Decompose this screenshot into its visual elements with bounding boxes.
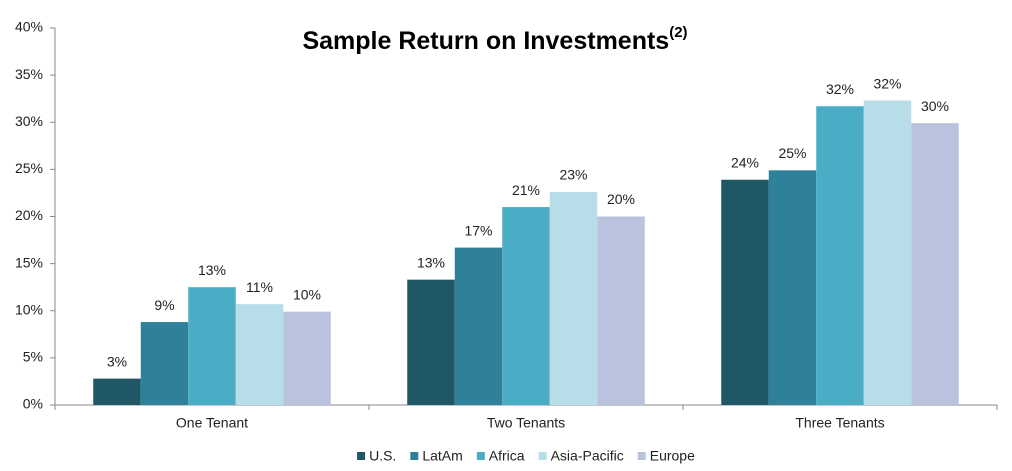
y-tick-label: 35% (15, 66, 43, 82)
y-tick-label: 30% (15, 113, 43, 129)
legend-label: LatAm (422, 448, 462, 464)
value-label: 32% (873, 75, 901, 91)
y-tick-label: 10% (15, 301, 43, 317)
legend-swatch (357, 452, 366, 460)
value-label: 17% (464, 222, 492, 238)
legend-swatch (476, 452, 485, 460)
y-tick-label: 5% (23, 349, 43, 365)
y-tick-label: 0% (23, 396, 43, 412)
bar (454, 247, 503, 405)
bar (283, 311, 331, 405)
value-label: 24% (731, 154, 759, 170)
legend-swatch (538, 452, 547, 460)
legend-swatch (410, 452, 419, 460)
value-label: 20% (607, 191, 635, 207)
x-tick-label: Two Tenants (487, 415, 565, 431)
bar (768, 170, 817, 405)
title-note: (2) (669, 24, 687, 41)
y-tick-label: 40% (15, 19, 43, 35)
title-text: Sample Return on Investments (302, 27, 669, 55)
legend-label: Asia-Pacific (551, 448, 624, 464)
bar (549, 191, 598, 405)
bar (911, 123, 959, 405)
value-label: 23% (559, 167, 587, 183)
chart-title: Sample Return on Investments(2) (302, 24, 687, 55)
y-tick-label: 25% (15, 160, 43, 176)
value-label: 30% (921, 98, 949, 114)
bar (140, 322, 189, 405)
bar (188, 287, 236, 405)
y-tick-label: 20% (15, 207, 43, 223)
value-label: 25% (778, 145, 806, 161)
bar (597, 216, 645, 405)
value-label: 21% (512, 182, 540, 198)
value-label: 32% (826, 81, 854, 97)
value-label: 13% (198, 262, 226, 278)
bar (93, 378, 141, 405)
legend-label: U.S. (369, 448, 396, 464)
bar (721, 179, 769, 405)
value-label: 9% (154, 297, 174, 313)
value-label: 11% (246, 279, 273, 295)
bar (407, 279, 455, 405)
x-tick-label: Three Tenants (795, 415, 884, 431)
value-label: 3% (107, 353, 127, 369)
value-label: 13% (417, 254, 445, 270)
bar (863, 100, 912, 405)
bar (502, 207, 550, 405)
legend-label: Africa (489, 448, 525, 464)
legend-swatch (637, 452, 646, 460)
value-label: 10% (293, 286, 321, 302)
bar (816, 106, 864, 405)
bar (235, 304, 284, 405)
y-tick-label: 15% (15, 254, 43, 270)
legend-label: Europe (650, 448, 695, 464)
x-tick-label: One Tenant (176, 415, 248, 431)
